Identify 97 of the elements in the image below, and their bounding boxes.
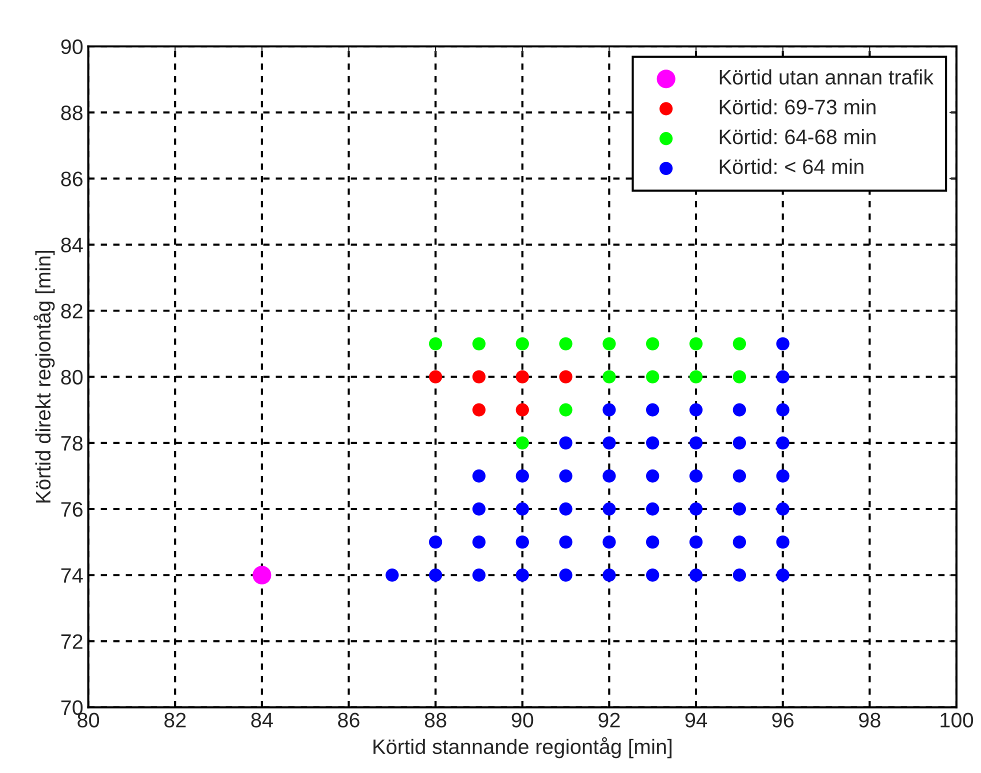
- point: [776, 568, 790, 582]
- point: [646, 502, 660, 516]
- point: [602, 535, 616, 549]
- point: [516, 436, 529, 450]
- point: [559, 337, 572, 350]
- point: [776, 502, 790, 516]
- point: [472, 502, 486, 516]
- point: [516, 469, 529, 483]
- point: [732, 535, 746, 549]
- point: [252, 566, 272, 584]
- point: [602, 469, 616, 483]
- point: [602, 568, 616, 582]
- x-tick-label: 92: [598, 712, 620, 728]
- point: [732, 502, 746, 516]
- point: [472, 568, 486, 582]
- point: [559, 403, 572, 416]
- point: [646, 436, 660, 450]
- x-tick-label: 90: [512, 712, 534, 728]
- point: [472, 535, 486, 549]
- point: [472, 370, 486, 384]
- point: [472, 469, 486, 483]
- point: [732, 337, 746, 350]
- point: [689, 403, 703, 416]
- point: [776, 403, 790, 416]
- point: [776, 469, 790, 483]
- y-tick-label: 86: [61, 172, 83, 186]
- y-axis-title: Körtid direkt regiontåg [min]: [34, 250, 55, 502]
- point: [516, 535, 529, 549]
- y-tick-label: 72: [61, 634, 82, 649]
- y-tick-label: 88: [61, 105, 83, 120]
- legend-label: Körtid: 64-68 min: [720, 128, 876, 144]
- point: [776, 337, 790, 350]
- x-tick-label: 94: [685, 712, 707, 728]
- y-tick-label: 70: [61, 700, 83, 716]
- y-tick-label: 74: [61, 568, 83, 583]
- y-tick-label: 90: [61, 39, 83, 54]
- point: [776, 370, 790, 384]
- point: [602, 436, 616, 450]
- x-tick-label: 96: [772, 712, 794, 728]
- point: [646, 469, 660, 483]
- y-tick-label: 76: [61, 502, 83, 517]
- x-tick-label: 86: [338, 712, 360, 728]
- point: [428, 568, 442, 582]
- x-tick-label: 80: [78, 712, 100, 728]
- point: [516, 370, 529, 384]
- point: [516, 502, 529, 516]
- point: [602, 370, 616, 384]
- point: [646, 370, 660, 384]
- point: [602, 337, 616, 350]
- point: [428, 535, 442, 549]
- point: [689, 436, 703, 450]
- legend-label: Körtid: < 64 min: [720, 158, 864, 174]
- point: [559, 535, 572, 549]
- point: [732, 403, 746, 416]
- x-tick-label: 100: [940, 712, 974, 728]
- legend-label: Körtid: 69-73 min: [720, 99, 876, 114]
- point: [689, 568, 703, 582]
- point: [516, 337, 529, 350]
- point: [559, 568, 572, 582]
- x-tick-label: 88: [424, 712, 446, 728]
- point: [428, 370, 442, 384]
- x-tick-label: 82: [164, 712, 186, 728]
- y-tick-label: 80: [61, 370, 83, 385]
- point: [516, 403, 529, 416]
- y-tick-label: 84: [61, 238, 83, 252]
- point: [732, 370, 746, 384]
- point: [689, 370, 703, 384]
- point: [732, 469, 746, 483]
- point: [646, 403, 660, 416]
- point: [646, 337, 660, 350]
- point: [559, 502, 572, 516]
- point: [428, 337, 442, 350]
- point: [689, 337, 703, 350]
- point: [689, 469, 703, 483]
- point: [472, 403, 486, 416]
- legend-label: Körtid utan annan trafik: [720, 69, 934, 85]
- point: [472, 337, 486, 350]
- y-tick-label: 78: [61, 436, 83, 451]
- point: [732, 568, 746, 582]
- point: [646, 568, 660, 582]
- point: [516, 568, 529, 582]
- point: [646, 535, 660, 549]
- point: [602, 502, 616, 516]
- point: [776, 436, 790, 450]
- point: [602, 403, 616, 416]
- point: [559, 370, 572, 384]
- y-tick-label: 82: [61, 304, 82, 318]
- x-axis-title: Körtid stannande regiontåg [min]: [374, 737, 672, 758]
- point: [776, 535, 790, 549]
- point: [689, 535, 703, 549]
- point: [732, 436, 746, 450]
- point: [386, 568, 399, 582]
- point: [559, 469, 572, 483]
- point: [689, 502, 703, 516]
- x-tick-label: 84: [251, 712, 273, 728]
- point: [559, 436, 572, 450]
- x-tick-label: 98: [859, 712, 880, 728]
